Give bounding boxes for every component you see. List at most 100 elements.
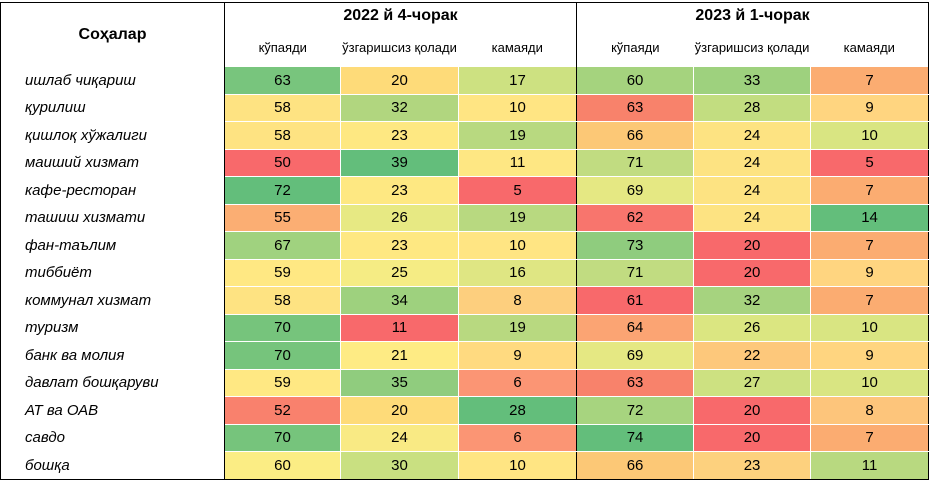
table-row: ишлаб чиқариш 63 20 17 60 33 7 bbox=[0, 67, 929, 95]
value-cell: 52 bbox=[224, 396, 341, 425]
value-cell: 7 bbox=[810, 286, 929, 315]
value-cell: 9 bbox=[810, 259, 929, 287]
value-cell: 63 bbox=[576, 94, 695, 122]
value-cell: 64 bbox=[576, 314, 695, 342]
value-cell: 32 bbox=[340, 94, 459, 122]
value-cell: 58 bbox=[224, 286, 341, 315]
value-cell: 24 bbox=[693, 121, 812, 150]
sector-name: савдо bbox=[0, 424, 225, 452]
value-cell: 6 bbox=[458, 424, 578, 452]
value-cell: 5 bbox=[810, 149, 929, 177]
value-cell: 23 bbox=[693, 451, 812, 480]
value-cell: 14 bbox=[810, 204, 929, 232]
value-cell: 5 bbox=[458, 176, 578, 205]
value-cell: 25 bbox=[340, 259, 459, 287]
value-cell: 58 bbox=[224, 94, 341, 122]
value-cell: 28 bbox=[693, 94, 812, 122]
table-body: ишлаб чиқариш 63 20 17 60 33 7 қурилиш 58 32 10 63 2… bbox=[0, 67, 929, 480]
value-cell: 7 bbox=[810, 231, 929, 260]
value-cell: 23 bbox=[340, 176, 459, 205]
value-cell: 50 bbox=[224, 149, 341, 177]
value-cell: 70 bbox=[224, 314, 341, 342]
value-cell: 34 bbox=[340, 286, 459, 315]
value-cell: 10 bbox=[810, 369, 929, 397]
sector-name: АТ ва ОАВ bbox=[0, 396, 225, 424]
table-row: банк ва молия 70 21 9 69 22 9 bbox=[0, 341, 929, 370]
subheader-decrease: камаяди bbox=[810, 29, 929, 67]
value-cell: 10 bbox=[458, 231, 578, 260]
table-row: туризм 70 11 19 64 26 10 bbox=[0, 314, 929, 342]
value-cell: 66 bbox=[576, 121, 695, 150]
value-cell: 16 bbox=[458, 259, 578, 287]
table-row: давлат бошқаруви 59 35 6 63 27 10 bbox=[0, 369, 929, 397]
value-cell: 19 bbox=[458, 121, 578, 150]
value-cell: 26 bbox=[693, 314, 812, 342]
value-cell: 60 bbox=[224, 451, 341, 480]
value-cell: 20 bbox=[693, 424, 812, 452]
value-cell: 60 bbox=[576, 67, 695, 95]
sector-name: банк ва молия bbox=[0, 341, 225, 369]
value-cell: 24 bbox=[693, 176, 812, 205]
value-cell: 20 bbox=[693, 231, 812, 260]
value-cell: 58 bbox=[224, 121, 341, 150]
value-cell: 20 bbox=[693, 259, 812, 287]
sector-name: туризм bbox=[0, 314, 225, 342]
table-row: бошқа 60 30 10 66 23 11 bbox=[0, 451, 929, 480]
value-cell: 19 bbox=[458, 204, 578, 232]
table-row: қишлоқ хўжалиги 58 23 19 66 24 10 bbox=[0, 121, 929, 150]
value-cell: 24 bbox=[340, 424, 459, 452]
value-cell: 22 bbox=[693, 341, 812, 370]
group-header-2022-q4: 2022 й 4-чорак bbox=[223, 2, 578, 29]
value-cell: 21 bbox=[340, 341, 459, 370]
table-row: маиший хизмат 50 39 11 71 24 5 bbox=[0, 149, 929, 177]
value-cell: 61 bbox=[576, 286, 695, 315]
value-cell: 19 bbox=[458, 314, 578, 342]
value-cell: 59 bbox=[224, 369, 341, 397]
value-cell: 8 bbox=[810, 396, 929, 425]
subheader-unchanged: ўзгаришсиз қолади bbox=[694, 40, 810, 55]
value-cell: 62 bbox=[576, 204, 695, 232]
value-cell: 17 bbox=[458, 67, 578, 95]
value-cell: 72 bbox=[224, 176, 341, 205]
value-cell: 20 bbox=[340, 396, 459, 425]
table-row: ташиш хизмати 55 26 19 62 24 14 bbox=[0, 204, 929, 232]
value-cell: 20 bbox=[693, 396, 812, 425]
table-row: тиббиёт 59 25 16 71 20 9 bbox=[0, 259, 929, 287]
value-cell: 24 bbox=[693, 204, 812, 232]
sector-name: давлат бошқаруви bbox=[0, 369, 225, 397]
group-header-2023-q1: 2023 й 1-чорак bbox=[576, 2, 929, 29]
value-cell: 20 bbox=[340, 67, 459, 95]
value-cell: 70 bbox=[224, 341, 341, 370]
value-cell: 7 bbox=[810, 424, 929, 452]
value-cell: 39 bbox=[340, 149, 459, 177]
value-cell: 23 bbox=[340, 231, 459, 260]
value-cell: 7 bbox=[810, 176, 929, 205]
subheader-increase: кўпаяди bbox=[576, 29, 694, 67]
value-cell: 7 bbox=[810, 67, 929, 95]
value-cell: 10 bbox=[458, 451, 578, 480]
value-cell: 69 bbox=[576, 341, 695, 370]
value-cell: 67 bbox=[224, 231, 341, 260]
sector-name: ишлаб чиқариш bbox=[0, 67, 225, 94]
sector-name: кафе-ресторан bbox=[0, 176, 225, 204]
table-row: қурилиш 58 32 10 63 28 9 bbox=[0, 94, 929, 122]
value-cell: 55 bbox=[224, 204, 341, 232]
value-cell: 28 bbox=[458, 396, 578, 425]
value-cell: 10 bbox=[458, 94, 578, 122]
subheader-decrease: камаяди bbox=[458, 29, 578, 67]
table-row: савдо 70 24 6 74 20 7 bbox=[0, 424, 929, 452]
table-row: коммунал хизмат 58 34 8 61 32 7 bbox=[0, 286, 929, 315]
sector-name: қурилиш bbox=[0, 94, 225, 122]
value-cell: 8 bbox=[458, 286, 578, 315]
value-cell: 33 bbox=[693, 67, 812, 95]
value-cell: 9 bbox=[458, 341, 578, 370]
table-row: кафе-ресторан 72 23 5 69 24 7 bbox=[0, 176, 929, 205]
value-cell: 24 bbox=[693, 149, 812, 177]
value-cell: 23 bbox=[340, 121, 459, 150]
sector-column-header: Соҳалар bbox=[0, 2, 225, 67]
sector-name: қишлоқ хўжалиги bbox=[0, 121, 225, 149]
table-row: фан-таълим 67 23 10 73 20 7 bbox=[0, 231, 929, 260]
value-cell: 9 bbox=[810, 94, 929, 122]
value-cell: 66 bbox=[576, 451, 695, 480]
sector-name: тиббиёт bbox=[0, 259, 225, 287]
